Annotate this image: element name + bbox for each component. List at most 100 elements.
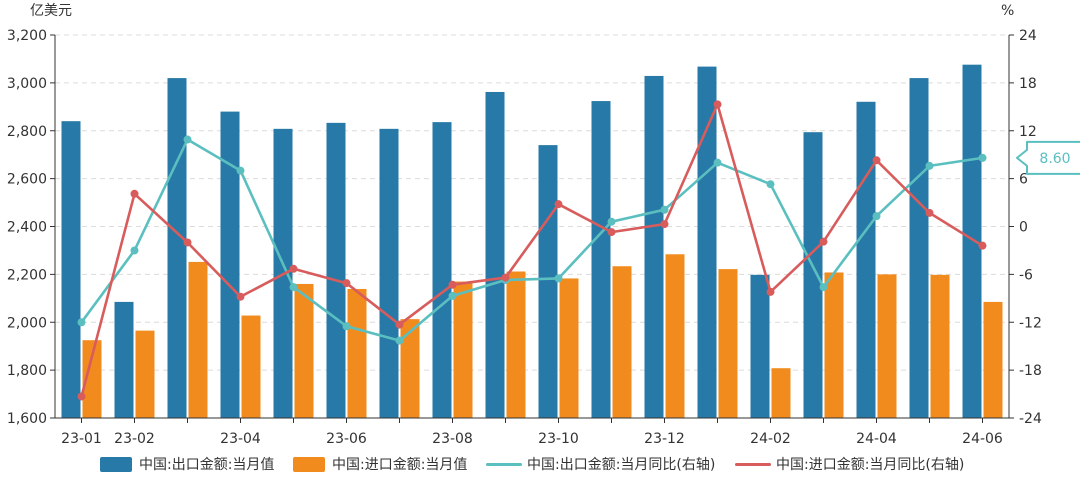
bar-export-value[interactable]	[591, 101, 611, 418]
x-tick-label: 23-08	[432, 431, 473, 447]
bar-export-value[interactable]	[379, 128, 399, 418]
point-import-yoy[interactable]	[607, 228, 616, 237]
x-tick-label: 23-04	[220, 431, 261, 447]
legend-swatch	[486, 457, 522, 472]
bar-import-value[interactable]	[983, 301, 1003, 418]
callout-value: 8.60	[1039, 151, 1070, 167]
bar-export-value[interactable]	[803, 132, 823, 418]
bar-export-value[interactable]	[167, 78, 187, 419]
bar-import-value[interactable]	[82, 340, 102, 418]
legend-label: 中国:出口金额:当月同比(右轴)	[527, 457, 716, 473]
point-export-yoy[interactable]	[766, 180, 775, 189]
point-export-yoy[interactable]	[448, 291, 457, 300]
bar-import-value[interactable]	[665, 254, 685, 418]
line-export-yoy[interactable]	[80, 138, 983, 342]
legend-label: 中国:出口金额:当月值	[139, 457, 275, 473]
point-import-yoy[interactable]	[501, 273, 510, 282]
point-import-yoy[interactable]	[766, 287, 775, 296]
bar-export-value[interactable]	[909, 78, 929, 419]
bar-export-value[interactable]	[220, 111, 240, 418]
point-import-yoy[interactable]	[183, 238, 192, 247]
point-export-yoy[interactable]	[660, 205, 669, 214]
legend-item-import-value[interactable]: 中国:进口金额:当月值	[293, 450, 467, 478]
left-tick-label: 1,600	[7, 411, 47, 427]
point-export-yoy[interactable]	[77, 318, 86, 327]
legend-item-export-value[interactable]: 中国:出口金额:当月值	[100, 450, 274, 478]
bar-import-value[interactable]	[135, 330, 155, 418]
bar-import-value[interactable]	[294, 283, 314, 418]
point-export-yoy[interactable]	[607, 217, 616, 226]
legend-item-import-yoy[interactable]: 中国:进口金额:当月同比(右轴)	[735, 450, 964, 478]
bar-export-value[interactable]	[750, 274, 770, 418]
point-import-yoy[interactable]	[289, 264, 298, 273]
line-series	[77, 100, 987, 401]
bar-import-value[interactable]	[453, 281, 473, 418]
point-export-yoy[interactable]	[183, 135, 192, 144]
bar-import-value[interactable]	[930, 274, 950, 418]
point-import-yoy[interactable]	[395, 320, 404, 329]
bar-export-value[interactable]	[326, 122, 346, 419]
callout-box	[1016, 140, 1080, 175]
point-import-yoy[interactable]	[872, 156, 881, 165]
bar-export-value[interactable]	[538, 145, 558, 419]
bar-import-value[interactable]	[559, 278, 579, 418]
point-export-yoy[interactable]	[395, 336, 404, 345]
bar-export-value[interactable]	[962, 64, 982, 419]
right-axis-unit: %	[1001, 3, 1014, 19]
left-axis-unit: 亿美元	[30, 3, 72, 19]
right-tick-label: 6	[1019, 172, 1028, 188]
bar-export-value[interactable]	[485, 91, 505, 418]
point-import-yoy[interactable]	[236, 292, 245, 301]
point-import-yoy[interactable]	[819, 237, 828, 246]
bar-export-value[interactable]	[61, 121, 81, 419]
point-import-yoy[interactable]	[77, 392, 86, 401]
tick-labels: 1,600 -24 1,800 -18 2,000 -12 2,200 -6 2,400 0 2,6…	[7, 28, 1042, 447]
bar-import-value[interactable]	[824, 272, 844, 418]
legend-item-export-yoy[interactable]: 中国:出口金额:当月同比(右轴)	[486, 450, 715, 478]
point-export-yoy[interactable]	[236, 166, 245, 175]
point-export-yoy[interactable]	[342, 322, 351, 331]
bar-export-value[interactable]	[432, 122, 452, 418]
bar-import-value[interactable]	[771, 368, 791, 418]
point-export-yoy[interactable]	[872, 212, 881, 221]
bar-import-value[interactable]	[400, 319, 420, 418]
bar-import-value[interactable]	[188, 261, 208, 418]
x-tick-label: 24-02	[750, 431, 791, 447]
point-import-yoy[interactable]	[925, 208, 934, 217]
point-export-yoy[interactable]	[978, 153, 987, 162]
bar-import-value[interactable]	[718, 269, 738, 418]
bar-export-value[interactable]	[697, 66, 717, 418]
bar-import-value[interactable]	[877, 274, 897, 418]
gridlines	[55, 34, 1009, 371]
bar-import-value[interactable]	[612, 266, 632, 418]
point-import-yoy[interactable]	[554, 200, 563, 209]
bar-export-value[interactable]	[644, 75, 664, 418]
right-tick-label: -6	[1019, 267, 1033, 283]
point-export-yoy[interactable]	[819, 283, 828, 292]
point-export-yoy[interactable]	[925, 161, 934, 170]
left-tick-label: 3,200	[7, 28, 47, 44]
bar-import-value[interactable]	[241, 315, 261, 418]
point-export-yoy[interactable]	[713, 158, 722, 167]
point-export-yoy[interactable]	[289, 283, 298, 292]
bar-import-value[interactable]	[506, 271, 526, 418]
point-export-yoy[interactable]	[130, 246, 139, 255]
point-export-yoy[interactable]	[554, 274, 563, 283]
left-tick-label: 2,400	[7, 220, 47, 236]
right-tick-label: 12	[1019, 124, 1037, 140]
point-import-yoy[interactable]	[713, 100, 722, 109]
legend: 中国:出口金额:当月值 中国:进口金额:当月值 中国:出口金额:当月同比(右轴)…	[0, 450, 1080, 478]
right-tick-label: -24	[1019, 411, 1042, 427]
point-import-yoy[interactable]	[448, 280, 457, 289]
bar-export-value[interactable]	[856, 101, 876, 419]
line-import-yoy[interactable]	[80, 103, 984, 397]
bar-import-value[interactable]	[347, 288, 367, 418]
legend-swatch	[293, 456, 325, 472]
point-import-yoy[interactable]	[342, 279, 351, 288]
legend-swatch	[100, 456, 132, 472]
point-import-yoy[interactable]	[130, 189, 139, 198]
legend-label: 中国:进口金额:当月同比(右轴)	[776, 457, 965, 473]
point-import-yoy[interactable]	[978, 241, 987, 250]
bar-export-value[interactable]	[114, 301, 134, 418]
point-import-yoy[interactable]	[660, 220, 669, 229]
